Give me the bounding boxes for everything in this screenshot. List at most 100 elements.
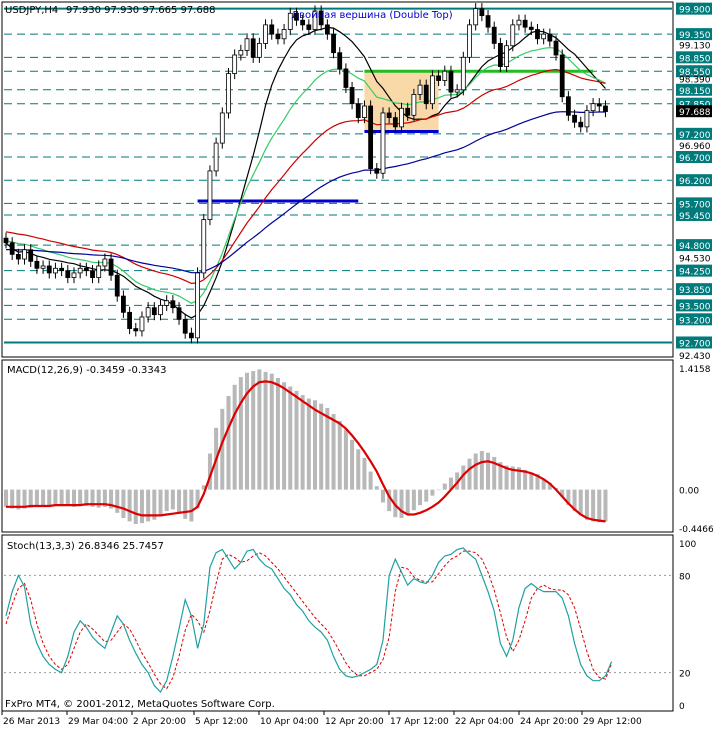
candle-body — [170, 300, 176, 309]
macd-histogram-bar — [238, 377, 243, 490]
candle-body — [516, 19, 522, 26]
macd-histogram-bar — [603, 489, 608, 522]
macd-histogram-bar — [597, 489, 602, 523]
price-level-tag — [676, 197, 712, 210]
price-level-label: 92.700 — [679, 339, 711, 349]
macd-histogram-bar — [387, 489, 392, 512]
stoch-panel — [1, 534, 674, 712]
price-level-tag — [676, 264, 712, 277]
macd-histogram-bar — [492, 456, 497, 490]
macd-histogram-bar — [504, 465, 509, 490]
candle-body — [59, 267, 65, 272]
candle-body — [102, 258, 108, 267]
macd-histogram-bar — [516, 467, 521, 490]
stoch-scale-label: 80 — [679, 572, 691, 582]
macd-histogram-bar — [127, 489, 132, 522]
macd-histogram-bar — [313, 400, 317, 490]
candle-body — [504, 45, 509, 67]
time-label: 17 Apr 12:00 — [390, 717, 449, 727]
candle-body — [460, 56, 466, 91]
macd-histogram-bar — [152, 489, 157, 520]
candle-body — [71, 272, 77, 278]
price-level-label: 93.500 — [679, 302, 711, 312]
candle-body — [596, 103, 602, 107]
ohlc-label: 97.930 97.930 97.665 97.688 — [66, 5, 216, 16]
candle-body — [195, 272, 200, 339]
macd-histogram-bar — [232, 384, 237, 490]
candle-body — [392, 117, 398, 128]
candle-body — [9, 242, 15, 255]
candle-body — [349, 87, 355, 105]
time-label: 29 Apr 12:00 — [583, 717, 642, 727]
macd-histogram-bar — [146, 489, 151, 522]
current-price-label: 97.688 — [679, 108, 711, 118]
macd-histogram-bar — [436, 489, 441, 491]
candle-body — [467, 24, 472, 58]
time-label: 29 Mar 04:00 — [68, 717, 128, 727]
macd-histogram-bar — [257, 369, 262, 490]
price-level-label: 98.150 — [679, 87, 711, 97]
macd-histogram-bar — [53, 489, 58, 506]
price-level-label: 98.550 — [679, 68, 711, 78]
macd-label: MACD(12,26,9) -0.3459 -0.3343 — [7, 365, 167, 376]
candle-body — [343, 68, 349, 88]
candle-body — [436, 75, 442, 81]
macd-histogram-bar — [300, 395, 305, 490]
candle-body — [300, 19, 306, 26]
macd-histogram-bar — [195, 489, 200, 509]
macd-histogram-bar — [269, 373, 274, 490]
candle-body — [362, 105, 367, 118]
candle-body — [182, 318, 188, 334]
candle-body — [213, 142, 219, 172]
price-scale-label: 99.130 — [679, 41, 711, 51]
macd-histogram-bar — [189, 489, 194, 522]
candle-body — [238, 49, 244, 56]
macd-histogram-bar — [121, 489, 126, 518]
price-level-label: 93.850 — [679, 286, 711, 296]
price-level-label: 95.450 — [679, 212, 711, 222]
macd-histogram-bar — [584, 489, 589, 520]
candle-body — [590, 103, 596, 112]
macd-histogram-bar — [84, 489, 89, 506]
price-level-tag — [676, 208, 712, 221]
macd-histogram-bar — [41, 489, 46, 506]
candle-body — [263, 24, 268, 44]
candle-body — [164, 300, 170, 306]
macd-histogram-bar — [28, 489, 33, 508]
candle-body — [46, 265, 52, 274]
candle-body — [176, 307, 182, 320]
macd-histogram-bar — [325, 408, 330, 490]
macd-histogram-bar — [479, 450, 484, 490]
candle-body — [114, 274, 120, 297]
price-scale-label: 94.530 — [679, 255, 711, 265]
price-level-label: 99.900 — [679, 6, 711, 16]
macd-histogram-bar — [572, 489, 577, 512]
price-level-tag — [676, 336, 712, 349]
candle-body — [96, 265, 102, 278]
price-scale-label: 98.390 — [679, 76, 711, 86]
macd-histogram-bar — [22, 489, 27, 509]
macd-histogram-bar — [78, 489, 83, 506]
candle-body — [473, 8, 479, 26]
macd-histogram-bar — [109, 489, 114, 509]
candle-body — [127, 311, 132, 329]
candle-body — [331, 33, 336, 54]
price-level-tag — [676, 283, 712, 296]
macd-histogram-bar — [529, 472, 534, 490]
candle-body — [250, 38, 256, 58]
macd-histogram-bar — [535, 474, 540, 490]
price-level-tag — [676, 174, 712, 187]
candle-body — [145, 307, 151, 318]
candle-body — [34, 260, 40, 269]
macd-histogram-bar — [158, 489, 163, 516]
macd-histogram-bar — [139, 489, 144, 524]
macd-histogram-bar — [288, 386, 293, 490]
price-level-tag — [676, 28, 712, 41]
candle-body — [312, 10, 318, 30]
candle-body — [269, 24, 275, 35]
price-level-label: 94.800 — [679, 242, 711, 252]
candle-body — [411, 94, 417, 116]
candle-body — [65, 270, 71, 278]
macd-scale-label: 0.00 — [679, 487, 699, 497]
